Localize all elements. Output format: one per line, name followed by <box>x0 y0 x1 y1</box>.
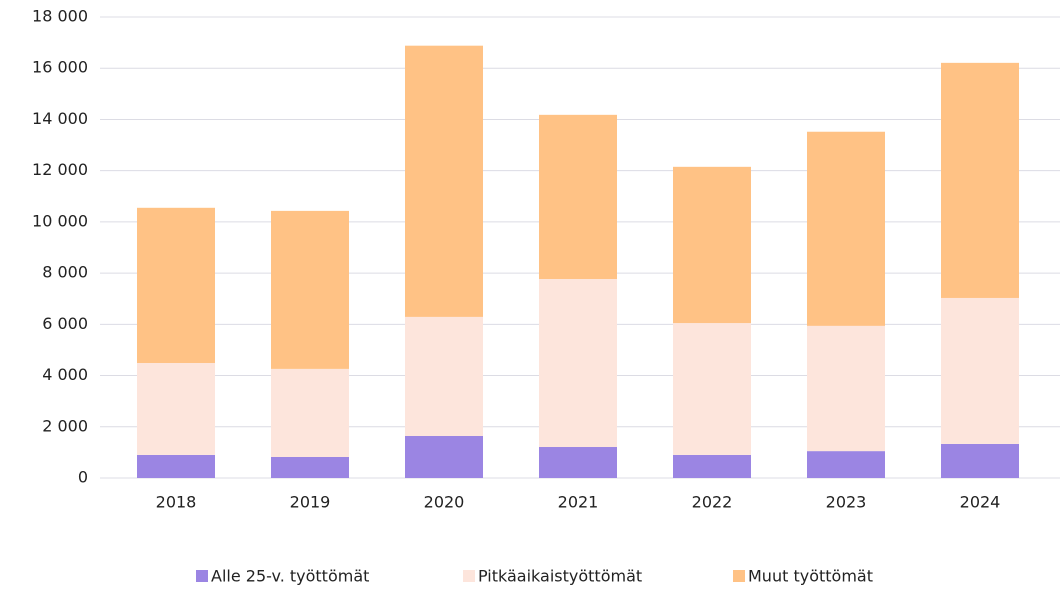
y-tick-label: 16 000 <box>32 58 88 77</box>
bar-segment <box>941 62 1019 298</box>
y-tick-label: 6 000 <box>42 314 88 333</box>
bar-segment <box>673 323 751 455</box>
bar-segment <box>405 316 483 436</box>
x-tick-label: 2023 <box>826 493 867 512</box>
legend-label: Alle 25-v. työttömät <box>211 567 369 586</box>
y-tick-label: 2 000 <box>42 416 88 435</box>
bar-segment <box>539 114 617 280</box>
legend-swatch <box>196 570 208 582</box>
bar-segment <box>539 279 617 448</box>
y-tick-label: 10 000 <box>32 211 88 230</box>
bar-segment <box>807 325 885 452</box>
legend-swatch <box>733 570 745 582</box>
legend-swatch <box>463 570 475 582</box>
bar-segment <box>941 297 1019 444</box>
x-tick-label: 2018 <box>156 493 197 512</box>
y-tick-label: 8 000 <box>42 263 88 282</box>
x-tick-label: 2019 <box>290 493 331 512</box>
y-tick-label: 12 000 <box>32 160 88 179</box>
bar-segment <box>807 451 885 478</box>
bar-segment <box>673 166 751 324</box>
bar-segment <box>941 443 1019 478</box>
bar-segment <box>271 210 349 369</box>
bar-segment <box>137 454 215 478</box>
x-tick-label: 2021 <box>558 493 599 512</box>
bar-segment <box>673 454 751 478</box>
bar-segment <box>137 207 215 364</box>
y-tick-label: 18 000 <box>32 7 88 26</box>
bar-segment <box>539 447 617 478</box>
x-tick-label: 2022 <box>692 493 733 512</box>
x-tick-label: 2020 <box>424 493 465 512</box>
legend-label: Muut työttömät <box>748 567 873 586</box>
x-tick-label: 2024 <box>960 493 1001 512</box>
y-tick-label: 14 000 <box>32 109 88 128</box>
bar-segment <box>271 456 349 478</box>
y-tick-label: 4 000 <box>42 365 88 384</box>
bar-segment <box>405 435 483 478</box>
bar-segment <box>405 45 483 317</box>
bar-segment <box>271 368 349 457</box>
bar-segment <box>137 363 215 455</box>
y-tick-label: 0 <box>78 468 88 487</box>
legend-label: Pitkäaikaistyöttömät <box>478 567 642 586</box>
bar-segment <box>807 131 885 326</box>
